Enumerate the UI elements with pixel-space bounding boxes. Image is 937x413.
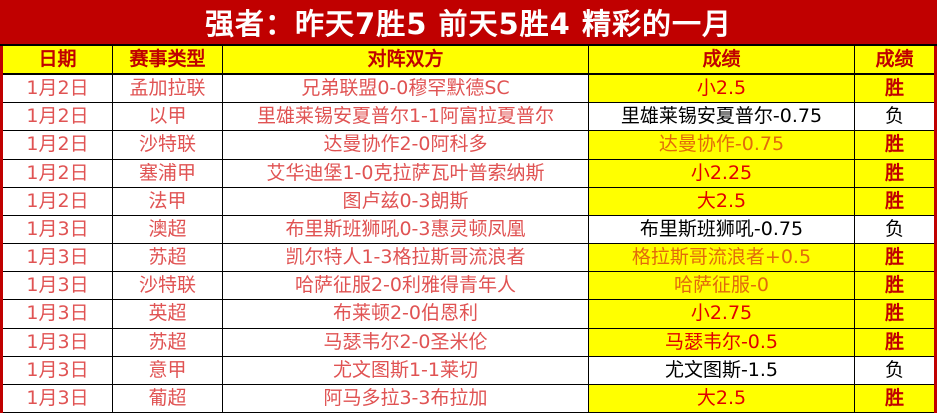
league-cell: 塞浦甲	[113, 159, 223, 188]
league-cell: 以甲	[113, 103, 223, 132]
league-cell: 葡超	[113, 384, 223, 413]
table-row: 1月3日 苏超 凯尔特人1-3格拉斯哥流浪者 格拉斯哥流浪者+0.5 胜	[3, 244, 934, 273]
match-cell: 里雄莱锡安夏普尔1-1阿富拉夏普尔	[223, 103, 589, 132]
table-row: 1月3日 沙特联 哈萨征服2-0利雅得青年人 哈萨征服-0 胜	[3, 272, 934, 301]
outcome-cell: 胜	[855, 131, 934, 160]
pick-cell: 达曼协作-0.75	[589, 131, 855, 160]
league-cell: 澳超	[113, 215, 223, 245]
match-cell: 马瑟韦尔2-0圣米伦	[223, 328, 589, 357]
table-row: 1月2日 以甲 里雄莱锡安夏普尔1-1阿富拉夏普尔 里雄莱锡安夏普尔-0.75 负	[3, 103, 934, 132]
outcome-cell: 胜	[855, 300, 934, 329]
pick-cell: 小2.25	[589, 159, 855, 188]
pick-cell: 大2.5	[589, 187, 855, 216]
date-cell: 1月3日	[3, 272, 113, 301]
date-cell: 1月3日	[3, 244, 113, 273]
outcome-cell: 胜	[855, 384, 934, 413]
header-result-pick: 成绩	[589, 46, 855, 75]
date-cell: 1月3日	[3, 356, 113, 385]
match-cell: 兄弟联盟0-0穆罕默德SC	[223, 75, 589, 104]
date-cell: 1月3日	[3, 300, 113, 329]
league-cell: 沙特联	[113, 272, 223, 301]
match-cell: 布里斯班狮吼0-3惠灵顿凤凰	[223, 215, 589, 245]
table-row: 1月3日 英超 布莱顿2-0伯恩利 小2.75 胜	[3, 300, 934, 329]
match-cell: 图卢兹0-3朗斯	[223, 187, 589, 216]
pick-cell: 哈萨征服-0	[589, 272, 855, 301]
results-table: 日期 赛事类型 对阵双方 成绩 成绩 1月2日 孟加拉联 兄弟联盟0-0穆罕默德SC…	[0, 46, 937, 413]
outcome-cell: 负	[855, 215, 934, 245]
match-cell: 艾华迪堡1-0克拉萨瓦叶普索纳斯	[223, 159, 589, 188]
pick-cell: 小2.5	[589, 75, 855, 104]
league-cell: 苏超	[113, 328, 223, 357]
date-cell: 1月2日	[3, 103, 113, 132]
date-cell: 1月2日	[3, 187, 113, 216]
pick-cell: 马瑟韦尔-0.5	[589, 328, 855, 357]
table-header-row: 日期 赛事类型 对阵双方 成绩 成绩	[3, 46, 934, 75]
outcome-cell: 胜	[855, 159, 934, 188]
header-matchup: 对阵双方	[223, 46, 589, 75]
pick-cell: 尤文图斯-1.5	[589, 356, 855, 385]
table-body: 1月2日 孟加拉联 兄弟联盟0-0穆罕默德SC 小2.5 胜 1月2日 以甲 里雄莱锡安夏普尔…	[3, 75, 934, 413]
pick-cell: 里雄莱锡安夏普尔-0.75	[589, 103, 855, 132]
table-row: 1月3日 苏超 马瑟韦尔2-0圣米伦 马瑟韦尔-0.5 胜	[3, 328, 934, 357]
league-cell: 孟加拉联	[113, 75, 223, 104]
table-row: 1月2日 法甲 图卢兹0-3朗斯 大2.5 胜	[3, 187, 934, 216]
league-cell: 法甲	[113, 187, 223, 216]
header-league-type: 赛事类型	[113, 46, 223, 75]
outcome-cell: 胜	[855, 75, 934, 104]
outcome-cell: 胜	[855, 187, 934, 216]
match-cell: 布莱顿2-0伯恩利	[223, 300, 589, 329]
league-cell: 苏超	[113, 244, 223, 273]
match-cell: 阿马多拉3-3布拉加	[223, 384, 589, 413]
outcome-cell: 胜	[855, 244, 934, 273]
table-row: 1月3日 葡超 阿马多拉3-3布拉加 大2.5 胜	[3, 384, 934, 413]
date-cell: 1月2日	[3, 75, 113, 104]
date-cell: 1月3日	[3, 328, 113, 357]
outcome-cell: 负	[855, 103, 934, 132]
pick-cell: 小2.75	[589, 300, 855, 329]
pick-cell: 布里斯班狮吼-0.75	[589, 215, 855, 245]
table-row: 1月2日 塞浦甲 艾华迪堡1-0克拉萨瓦叶普索纳斯 小2.25 胜	[3, 159, 934, 188]
date-cell: 1月3日	[3, 215, 113, 245]
outcome-cell: 胜	[855, 272, 934, 301]
pick-cell: 大2.5	[589, 384, 855, 413]
date-cell: 1月3日	[3, 384, 113, 413]
table-row: 1月3日 意甲 尤文图斯1-1莱切 尤文图斯-1.5 负	[3, 356, 934, 385]
date-cell: 1月2日	[3, 131, 113, 160]
header-result-outcome: 成绩	[855, 46, 934, 75]
page-title: 强者：昨天7胜5 前天5胜4 精彩的一月	[0, 0, 937, 46]
match-cell: 达曼协作2-0阿科多	[223, 131, 589, 160]
table-row: 1月3日 澳超 布里斯班狮吼0-3惠灵顿凤凰 布里斯班狮吼-0.75 负	[3, 215, 934, 245]
match-cell: 尤文图斯1-1莱切	[223, 356, 589, 385]
outcome-cell: 胜	[855, 328, 934, 357]
pick-cell: 格拉斯哥流浪者+0.5	[589, 244, 855, 273]
league-cell: 英超	[113, 300, 223, 329]
header-date: 日期	[3, 46, 113, 75]
league-cell: 沙特联	[113, 131, 223, 160]
outcome-cell: 负	[855, 356, 934, 385]
table-row: 1月2日 孟加拉联 兄弟联盟0-0穆罕默德SC 小2.5 胜	[3, 75, 934, 104]
table-row: 1月2日 沙特联 达曼协作2-0阿科多 达曼协作-0.75 胜	[3, 131, 934, 160]
match-cell: 凯尔特人1-3格拉斯哥流浪者	[223, 244, 589, 273]
match-cell: 哈萨征服2-0利雅得青年人	[223, 272, 589, 301]
league-cell: 意甲	[113, 356, 223, 385]
date-cell: 1月2日	[3, 159, 113, 188]
